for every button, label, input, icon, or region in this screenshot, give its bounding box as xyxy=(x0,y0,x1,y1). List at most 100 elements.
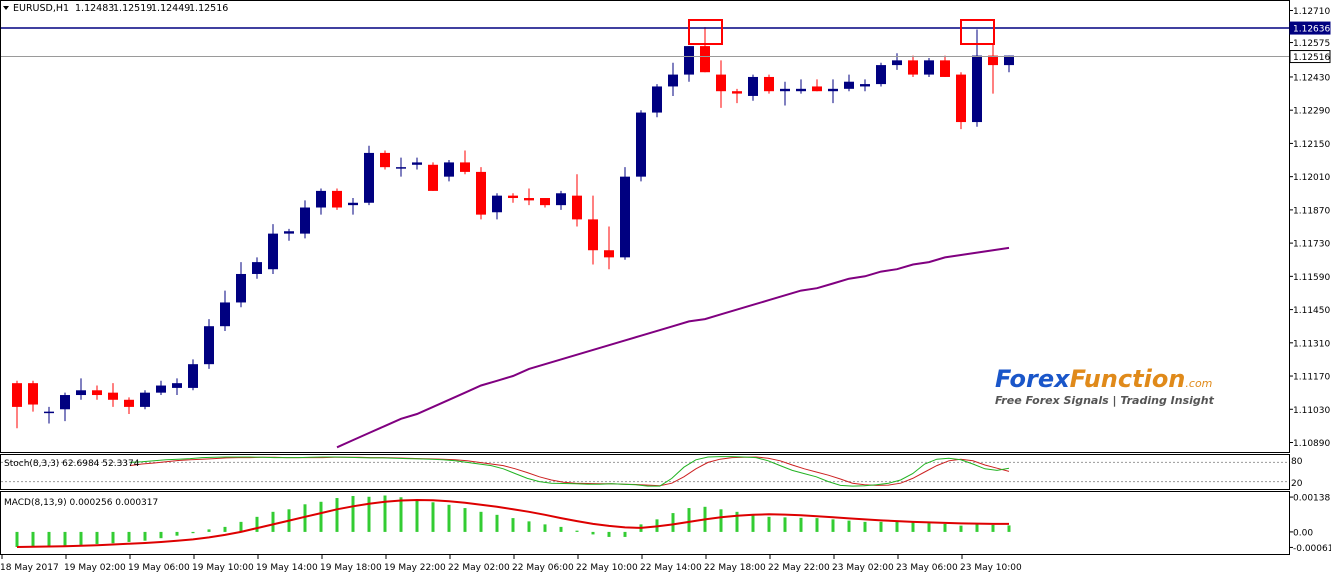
macd-bar xyxy=(415,499,419,532)
candle xyxy=(428,162,438,191)
time-tick-label: 19 May 10:00 xyxy=(192,563,254,573)
stoch-level-20: 20 xyxy=(1291,479,1303,489)
price-tick-label: 1.11870 xyxy=(1293,206,1330,216)
macd-bar xyxy=(191,531,195,534)
candle xyxy=(236,262,246,308)
candle xyxy=(284,228,294,241)
macd-bar xyxy=(975,524,979,532)
candle xyxy=(92,385,102,400)
candle xyxy=(844,74,854,92)
macd-bar xyxy=(255,516,259,532)
time-tick-label: 18 May 2017 xyxy=(0,563,59,573)
stochastic xyxy=(1,456,1289,487)
macd-bar xyxy=(511,518,515,532)
price-tick-label: 1.11730 xyxy=(1293,240,1330,250)
candle-body xyxy=(124,399,134,407)
price-tag xyxy=(1289,21,1331,35)
candle xyxy=(828,79,838,104)
macd-bar xyxy=(1007,525,1011,532)
candle xyxy=(380,150,390,170)
price-tick-label: 1.11030 xyxy=(1293,406,1330,416)
macd-bar xyxy=(831,519,835,532)
candle xyxy=(796,79,806,94)
macd-bar xyxy=(943,523,947,532)
candle-body xyxy=(716,74,726,92)
candle-body xyxy=(252,262,262,274)
macd-bar xyxy=(911,522,915,532)
macd-bar xyxy=(143,531,147,541)
time-tick-label: 19 May 18:00 xyxy=(320,563,382,573)
ohlc-low: 1.12449 xyxy=(151,3,190,14)
candle xyxy=(780,81,790,106)
candle xyxy=(636,110,646,182)
stoch-main-line xyxy=(129,456,1010,487)
candle-body xyxy=(780,88,790,92)
candle xyxy=(924,57,934,77)
candle-body xyxy=(908,60,918,75)
price-tick-label: 1.11170 xyxy=(1293,373,1330,383)
time-tick-label: 22 May 02:00 xyxy=(448,563,510,573)
macd-bar xyxy=(799,517,803,532)
ohlc-high: 1.12519 xyxy=(113,3,152,14)
candle-body xyxy=(748,76,758,96)
macd-bar xyxy=(223,526,227,532)
highlight-boxes xyxy=(688,19,995,45)
time-tick-label: 19 May 14:00 xyxy=(256,563,318,573)
candle xyxy=(412,157,422,170)
candle-body xyxy=(428,164,438,191)
stoch-label: Stoch(8,3,3) 62.6984 52.3374 xyxy=(4,459,140,469)
macd-bar xyxy=(607,531,611,537)
candle xyxy=(364,145,374,206)
macd-bar xyxy=(79,531,83,545)
candle xyxy=(140,390,150,410)
candle xyxy=(652,84,662,118)
candle-body xyxy=(892,60,902,66)
candle xyxy=(76,378,86,400)
candle xyxy=(556,190,566,210)
time-tick-label: 22 May 22:00 xyxy=(768,563,830,573)
price-tick-label: 1.12150 xyxy=(1293,140,1330,150)
candle xyxy=(988,43,998,94)
candle-body xyxy=(76,390,86,396)
macd-bar xyxy=(95,531,99,544)
candle xyxy=(1004,55,1014,73)
candle xyxy=(524,188,534,206)
candle xyxy=(732,88,742,104)
macd-bar xyxy=(623,531,627,537)
time-tick-label: 23 May 06:00 xyxy=(896,563,958,573)
candle-body xyxy=(812,86,822,92)
candle xyxy=(108,383,118,407)
candle xyxy=(748,74,758,101)
candle-body xyxy=(204,326,214,365)
candle-body xyxy=(172,383,182,388)
candle-body xyxy=(156,385,166,393)
watermark-brand: ForexFunction.com xyxy=(995,365,1212,393)
moving-average xyxy=(336,246,1010,449)
candle xyxy=(156,380,166,396)
candle xyxy=(316,188,326,215)
candle xyxy=(764,74,774,94)
candle-body xyxy=(316,190,326,208)
collapse-triangle-icon[interactable] xyxy=(3,6,9,10)
macd-panel-frame xyxy=(0,491,1290,555)
candle-body xyxy=(236,273,246,303)
candle xyxy=(492,193,502,220)
candle-body xyxy=(524,198,534,201)
macd-bar xyxy=(527,521,531,532)
macd-bar xyxy=(991,524,995,532)
macd-tick-label: 0.001387 xyxy=(1293,494,1331,504)
candle-body xyxy=(860,84,870,87)
candle-body xyxy=(332,190,342,208)
ohlc-open: 1.12483 xyxy=(75,3,114,14)
candle xyxy=(684,46,694,82)
macd-bar xyxy=(927,523,931,532)
candle xyxy=(540,198,550,208)
candle xyxy=(668,62,678,96)
macd-bar xyxy=(767,516,771,532)
candle xyxy=(940,55,950,77)
candle xyxy=(60,392,70,422)
watermark-tagline: Free Forex Signals | Trading Insight xyxy=(995,394,1215,407)
macd-bar xyxy=(271,511,275,532)
candle-body xyxy=(972,55,982,123)
price-tick-label: 1.12710 xyxy=(1293,7,1330,17)
